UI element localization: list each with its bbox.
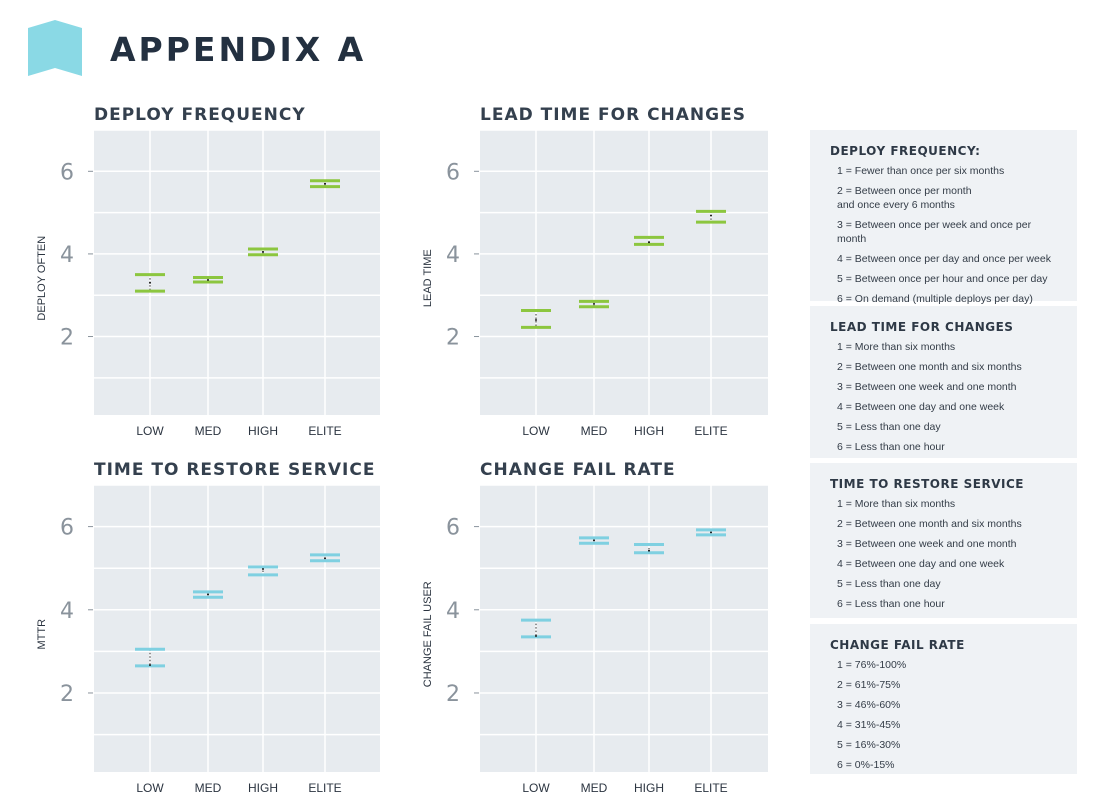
legend-item: 6 = 0%-15% <box>837 759 895 771</box>
legend-item: 1 = More than six months <box>837 498 956 510</box>
y-tick-label: 2 <box>60 326 74 351</box>
y-tick-label: 4 <box>60 599 74 624</box>
category-label-elite: ELITE <box>694 781 727 795</box>
legend-item: 1 = 76%-100% <box>837 659 907 671</box>
legend-item: 6 = Less than one hour <box>837 598 945 610</box>
y-axis-label: DEPLOY OFTEN <box>36 236 48 321</box>
legend-item: 3 = 46%-60% <box>837 699 901 711</box>
category-label-high: HIGH <box>634 781 664 795</box>
box-high <box>634 542 664 555</box>
box-low <box>135 273 165 293</box>
legend-item: 6 = On demand (multiple deploys per day) <box>837 293 1033 305</box>
category-label-low: LOW <box>522 424 550 438</box>
y-tick-label: 2 <box>446 326 460 351</box>
appendix-flag-icon <box>28 20 82 76</box>
legend-item: 4 = 31%-45% <box>837 719 901 731</box>
box-med <box>193 275 223 284</box>
legend-item: 2 = Between once per month and once ever… <box>837 185 972 211</box>
legend-deploy-frequency: DEPLOY FREQUENCY: 1 = Fewer than once pe… <box>810 130 1077 305</box>
box-elite <box>696 209 726 224</box>
plot-background <box>94 130 380 415</box>
category-label-med: MED <box>581 424 608 438</box>
legend-item: 2 = Between one month and six months <box>837 361 1022 373</box>
box-low <box>521 309 551 329</box>
chart-title: DEPLOY FREQUENCY <box>94 105 306 125</box>
y-tick-label: 6 <box>60 160 74 185</box>
page-title: APPENDIX A <box>110 30 367 69</box>
y-tick-label: 2 <box>446 682 460 707</box>
legend-title: CHANGE FAIL RATE <box>830 638 965 652</box>
legend-list: 1 = Fewer than once per six months 2 = B… <box>830 164 1057 306</box>
legend-item: 3 = Between once per week and once per m… <box>837 219 1032 245</box>
legend-item: 6 = Less than one hour <box>837 441 945 453</box>
y-axis-label: MTTR <box>36 619 48 650</box>
legend-item: 2 = 61%-75% <box>837 679 901 691</box>
y-tick-label: 6 <box>446 516 460 541</box>
legend-time-to-restore: TIME TO RESTORE SERVICE 1 = More than si… <box>810 463 1077 618</box>
category-label-low: LOW <box>136 424 164 438</box>
legend-list: 1 = 76%-100% 2 = 61%-75% 3 = 46%-60% 4 =… <box>830 658 1057 772</box>
legend-item: 4 = Between one day and one week <box>837 558 1005 570</box>
category-label-med: MED <box>195 781 222 795</box>
legend-item: 3 = Between one week and one month <box>837 538 1017 550</box>
category-label-med: MED <box>581 781 608 795</box>
chart-change-fail-rate: CHANGE FAIL RATE 2 4 6 CHANGE FAIL USER LOW ME… <box>422 460 768 795</box>
chart-title: CHANGE FAIL RATE <box>480 460 676 480</box>
box-med <box>193 590 223 599</box>
legend-title: DEPLOY FREQUENCY: <box>830 144 981 158</box>
box-elite <box>310 553 340 563</box>
box-high <box>248 565 278 577</box>
y-tick-label: 6 <box>446 160 460 185</box>
category-label-elite: ELITE <box>308 424 341 438</box>
y-tick-label: 2 <box>60 682 74 707</box>
chart-lead-time-for-changes: LEAD TIME FOR CHANGES 2 4 6 LEAD TIME LOW MED H… <box>422 105 768 438</box>
legend-list: 1 = More than six months 2 = Between one… <box>830 340 1057 454</box>
legend-title: LEAD TIME FOR CHANGES <box>830 320 1014 334</box>
category-label-elite: ELITE <box>308 781 341 795</box>
y-tick-label: 4 <box>446 243 460 268</box>
y-tick-label: 4 <box>60 243 74 268</box>
legend-item: 5 = Less than one day <box>837 578 941 590</box>
category-label-high: HIGH <box>634 424 664 438</box>
box-low <box>135 647 165 668</box>
category-label-low: LOW <box>522 781 550 795</box>
category-label-med: MED <box>195 424 222 438</box>
legend-item: 4 = Between one day and one week <box>837 401 1005 413</box>
y-axis-label: CHANGE FAIL USER <box>422 581 434 687</box>
category-label-elite: ELITE <box>694 424 727 438</box>
category-label-high: HIGH <box>248 781 278 795</box>
y-tick-label: 4 <box>446 599 460 624</box>
legend-item: 5 = 16%-30% <box>837 739 901 751</box>
legend-item: 3 = Between one week and one month <box>837 381 1017 393</box>
category-label-low: LOW <box>136 781 164 795</box>
chart-deploy-frequency: DEPLOY FREQUENCY 2 4 6 DEPLOY OFTEN LOW MED HIG… <box>36 105 380 438</box>
box-elite <box>310 179 340 189</box>
legend-item: 5 = Between once per hour and once per d… <box>837 273 1048 285</box>
category-label-high: HIGH <box>248 424 278 438</box>
legend-item: 2 = Between one month and six months <box>837 518 1022 530</box>
box-high <box>248 247 278 257</box>
legend-item: 1 = Fewer than once per six months <box>837 165 1005 177</box>
box-med <box>579 299 609 309</box>
y-tick-label: 6 <box>60 516 74 541</box>
chart-title: LEAD TIME FOR CHANGES <box>480 105 746 125</box>
chart-time-to-restore-service: TIME TO RESTORE SERVICE 2 4 6 MTTR LOW MED HIGH… <box>36 460 380 795</box>
box-low <box>521 618 551 639</box>
box-med <box>579 536 609 545</box>
box-high <box>634 235 664 246</box>
legend-change-fail-rate: CHANGE FAIL RATE 1 = 76%-100% 2 = 61%-75… <box>810 624 1077 774</box>
legend-lead-time: LEAD TIME FOR CHANGES 1 = More than six … <box>810 306 1077 458</box>
plot-background <box>480 130 768 415</box>
plot-background <box>480 485 768 772</box>
plot-background <box>94 485 380 772</box>
legend-title: TIME TO RESTORE SERVICE <box>830 477 1024 491</box>
legend-item: 5 = Less than one day <box>837 421 941 433</box>
legend-list: 1 = More than six months 2 = Between one… <box>830 497 1057 611</box>
legend-item: 1 = More than six months <box>837 341 956 353</box>
y-axis-label: LEAD TIME <box>422 249 434 307</box>
chart-title: TIME TO RESTORE SERVICE <box>94 460 375 480</box>
box-elite <box>696 528 726 537</box>
legend-item: 4 = Between once per day and once per we… <box>837 253 1051 265</box>
